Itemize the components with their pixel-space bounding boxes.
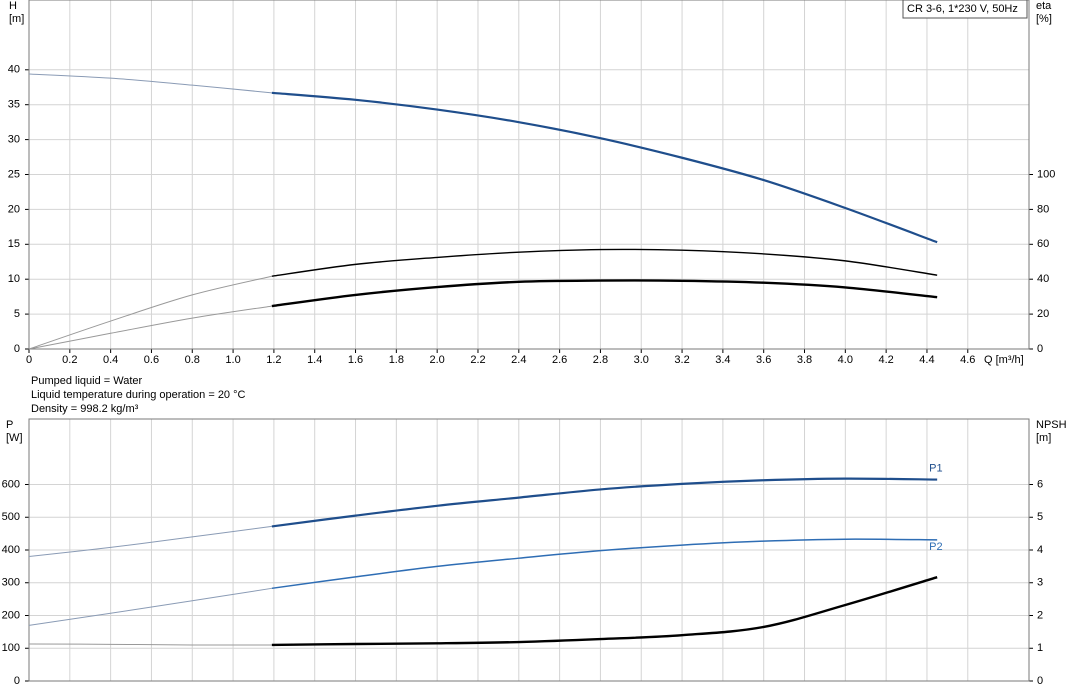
x-tick-label: 1.0 <box>225 354 240 366</box>
y-tick-label: 600 <box>2 478 20 490</box>
x-tick-label: 2.8 <box>593 354 608 366</box>
y2-tick-label: 1 <box>1037 642 1043 654</box>
x-tick-label: 3.4 <box>715 354 730 366</box>
y-tick-label: 0 <box>14 343 20 355</box>
y-tick-label: 15 <box>8 238 20 250</box>
x-tick-label: 2.4 <box>511 354 526 366</box>
y2-tick-label: 4 <box>1037 544 1043 556</box>
x-tick-label: 4.4 <box>919 354 934 366</box>
y2-tick-label: 3 <box>1037 577 1043 589</box>
y2-tick-label: 6 <box>1037 478 1043 490</box>
annotation: Liquid temperature during operation = 20… <box>31 389 246 401</box>
y2-tick-label: 60 <box>1037 238 1049 250</box>
curve <box>271 576 938 647</box>
y-tick-label: 25 <box>8 168 20 180</box>
y-tick-label: 5 <box>14 308 20 320</box>
y2-tick-label: 2 <box>1037 609 1043 621</box>
curve <box>28 305 272 350</box>
y-tick-label: 30 <box>8 134 20 146</box>
x-tick-label: 0.2 <box>62 354 77 366</box>
x-tick-label: 1.8 <box>389 354 404 366</box>
y2-axis-label: eta <box>1036 0 1052 12</box>
x-tick-label: 2.6 <box>552 354 567 366</box>
y2-axis-label: NPSH <box>1036 419 1067 431</box>
y2-tick-label: 0 <box>1037 675 1043 687</box>
curve <box>271 538 938 590</box>
x-tick-label: 4.2 <box>878 354 893 366</box>
x-tick-label: 4.6 <box>960 354 975 366</box>
curve <box>271 248 938 277</box>
y-axis-label: [W] <box>6 432 23 444</box>
curve <box>271 279 938 308</box>
y2-tick-label: 100 <box>1037 168 1055 180</box>
chart-title: CR 3-6, 1*230 V, 50Hz <box>907 3 1018 15</box>
curve <box>271 477 938 528</box>
curve <box>28 643 272 646</box>
x-tick-label: 3.0 <box>634 354 649 366</box>
x-tick-label: 3.2 <box>674 354 689 366</box>
x-tick-label: 1.6 <box>348 354 363 366</box>
x-axis-label: Q [m³/h] <box>984 354 1024 366</box>
x-tick-label: 0 <box>26 354 32 366</box>
curve-label: P2 <box>929 541 942 553</box>
x-tick-label: 4.0 <box>838 354 853 366</box>
y2-tick-label: 20 <box>1037 308 1049 320</box>
plot-frame <box>28 0 1030 350</box>
curve <box>28 525 272 558</box>
x-tick-label: 0.8 <box>185 354 200 366</box>
x-tick-label: 1.2 <box>266 354 281 366</box>
y-axis-label: [m] <box>9 13 24 25</box>
annotation: Pumped liquid = Water <box>31 375 143 387</box>
x-tick-label: 3.6 <box>756 354 771 366</box>
y-tick-label: 0 <box>14 675 20 687</box>
y-tick-label: 10 <box>8 273 20 285</box>
y-tick-label: 400 <box>2 544 20 556</box>
plot-frame <box>28 418 1030 682</box>
x-tick-label: 0.4 <box>103 354 118 366</box>
y-tick-label: 100 <box>2 642 20 654</box>
x-tick-label: 3.8 <box>797 354 812 366</box>
curve <box>28 275 272 350</box>
x-tick-label: 2.0 <box>430 354 445 366</box>
y2-axis-label: [m] <box>1036 432 1051 444</box>
x-tick-label: 1.4 <box>307 354 322 366</box>
y-tick-label: 40 <box>8 64 20 76</box>
y-tick-label: 35 <box>8 99 20 111</box>
y-axis-label: H <box>9 0 17 12</box>
curve <box>28 587 272 626</box>
y2-tick-label: 5 <box>1037 511 1043 523</box>
y-tick-label: 500 <box>2 511 20 523</box>
y2-tick-label: 0 <box>1037 343 1043 355</box>
curve <box>28 73 272 94</box>
y2-tick-label: 80 <box>1037 203 1049 215</box>
x-tick-label: 0.6 <box>144 354 159 366</box>
title-box <box>902 0 1028 19</box>
y2-axis-label: [%] <box>1036 13 1052 25</box>
annotation: Density = 998.2 kg/m³ <box>31 403 139 415</box>
y-tick-label: 200 <box>2 609 20 621</box>
y-tick-label: 20 <box>8 203 20 215</box>
y-tick-label: 300 <box>2 577 20 589</box>
x-tick-label: 2.2 <box>470 354 485 366</box>
y-axis-label: P <box>6 419 13 431</box>
curve <box>271 91 938 244</box>
curve-label: P1 <box>929 462 942 474</box>
y2-tick-label: 40 <box>1037 273 1049 285</box>
